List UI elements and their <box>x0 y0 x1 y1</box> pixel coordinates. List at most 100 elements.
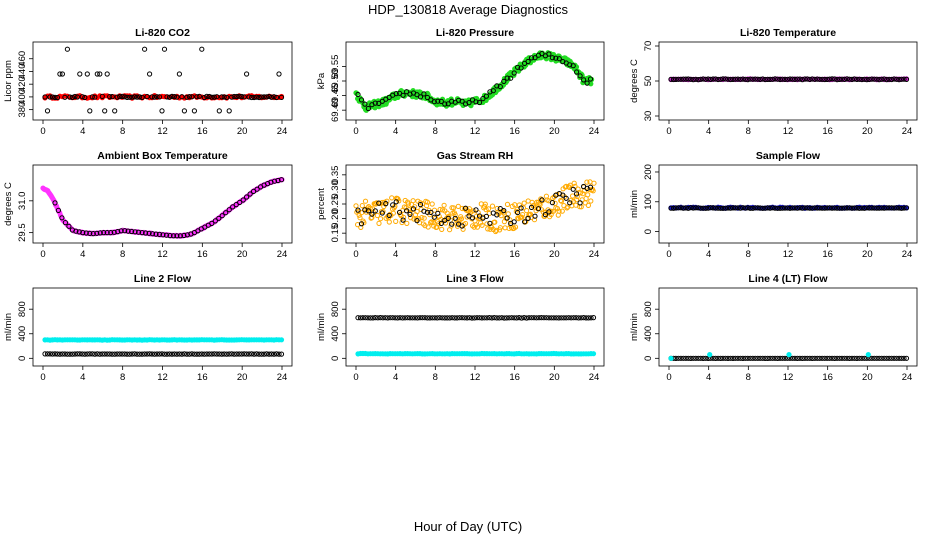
data-point <box>587 184 594 190</box>
data-point <box>750 355 756 361</box>
data-point <box>792 76 798 83</box>
y-tick-label: 0.25 <box>330 195 341 214</box>
data-point <box>886 76 892 82</box>
data-point <box>355 315 361 321</box>
data-point <box>246 351 252 357</box>
data-point <box>429 201 435 207</box>
data-point <box>804 76 810 82</box>
data-point <box>55 207 62 213</box>
data-point <box>370 315 376 321</box>
data-point <box>444 315 450 321</box>
data-point <box>112 108 118 114</box>
data-point <box>747 355 753 361</box>
data-point <box>456 97 462 103</box>
data-point <box>881 355 887 361</box>
data-point <box>504 75 510 81</box>
data-point <box>698 355 704 361</box>
data-point <box>437 315 443 321</box>
y-tick-label: 29.5 <box>17 223 28 242</box>
panel-title: Line 3 Flow <box>446 273 504 285</box>
data-point <box>558 197 564 204</box>
data-point <box>520 212 526 218</box>
data-point <box>493 227 499 233</box>
data-point <box>585 202 592 208</box>
series-ambient-black <box>52 177 285 239</box>
data-point <box>866 76 872 83</box>
data-point <box>730 355 736 361</box>
data-point <box>129 351 135 357</box>
data-point <box>99 351 105 357</box>
data-point <box>846 355 853 361</box>
data-point <box>789 355 796 361</box>
data-point <box>575 186 581 192</box>
data-point <box>844 205 850 211</box>
series-temp-black <box>668 76 910 83</box>
data-point <box>146 230 152 236</box>
data-point <box>360 315 366 321</box>
data-point <box>49 94 56 100</box>
data-point <box>536 315 542 321</box>
data-point <box>789 76 796 82</box>
data-point <box>504 215 510 221</box>
data-point <box>807 205 813 211</box>
data-point <box>757 355 763 361</box>
data-point <box>102 351 108 357</box>
data-point <box>889 76 895 83</box>
data-point <box>809 355 815 361</box>
data-point <box>442 315 448 321</box>
x-tick-label: 8 <box>746 372 751 383</box>
data-point <box>386 219 392 225</box>
data-point <box>109 94 115 100</box>
data-point <box>473 207 479 213</box>
data-point <box>409 315 416 321</box>
data-point <box>414 208 420 215</box>
data-point <box>668 205 674 211</box>
data-point <box>678 76 684 82</box>
data-point <box>865 352 871 358</box>
data-point <box>224 351 230 357</box>
data-point <box>841 205 848 211</box>
data-point <box>365 315 371 321</box>
data-point <box>822 76 828 83</box>
data-point <box>777 355 783 361</box>
data-point <box>64 351 71 357</box>
data-point <box>471 315 478 321</box>
data-point <box>524 315 530 321</box>
data-point <box>184 94 190 100</box>
data-point <box>64 46 71 52</box>
data-point <box>362 315 368 321</box>
data-point <box>802 76 808 82</box>
data-point <box>154 351 160 357</box>
data-point <box>727 205 734 211</box>
data-point <box>438 220 444 226</box>
data-point <box>777 205 783 211</box>
data-point <box>707 352 713 358</box>
series-rh-black <box>355 183 594 229</box>
data-point <box>556 208 562 214</box>
data-point <box>528 55 535 61</box>
x-tick-label: 0 <box>40 372 45 383</box>
data-point <box>822 205 828 211</box>
data-point <box>879 76 885 82</box>
data-point <box>404 220 410 226</box>
data-point <box>695 205 701 211</box>
data-point <box>77 71 83 77</box>
data-point <box>414 218 420 224</box>
data-point <box>841 76 848 83</box>
y-tick-label: 70 <box>643 41 654 52</box>
data-point <box>376 200 382 206</box>
data-point <box>521 200 527 206</box>
data-point <box>94 351 100 357</box>
data-point <box>514 315 520 321</box>
data-point <box>396 198 402 204</box>
data-point <box>161 351 168 357</box>
data-point <box>385 315 391 321</box>
data-point <box>787 205 793 211</box>
x-tick-label: 24 <box>589 126 600 137</box>
data-point <box>369 211 375 217</box>
data-point <box>236 93 242 99</box>
data-point <box>459 98 465 104</box>
data-point <box>539 197 545 203</box>
y-tick-label: 800 <box>17 301 28 317</box>
data-point <box>871 76 877 82</box>
